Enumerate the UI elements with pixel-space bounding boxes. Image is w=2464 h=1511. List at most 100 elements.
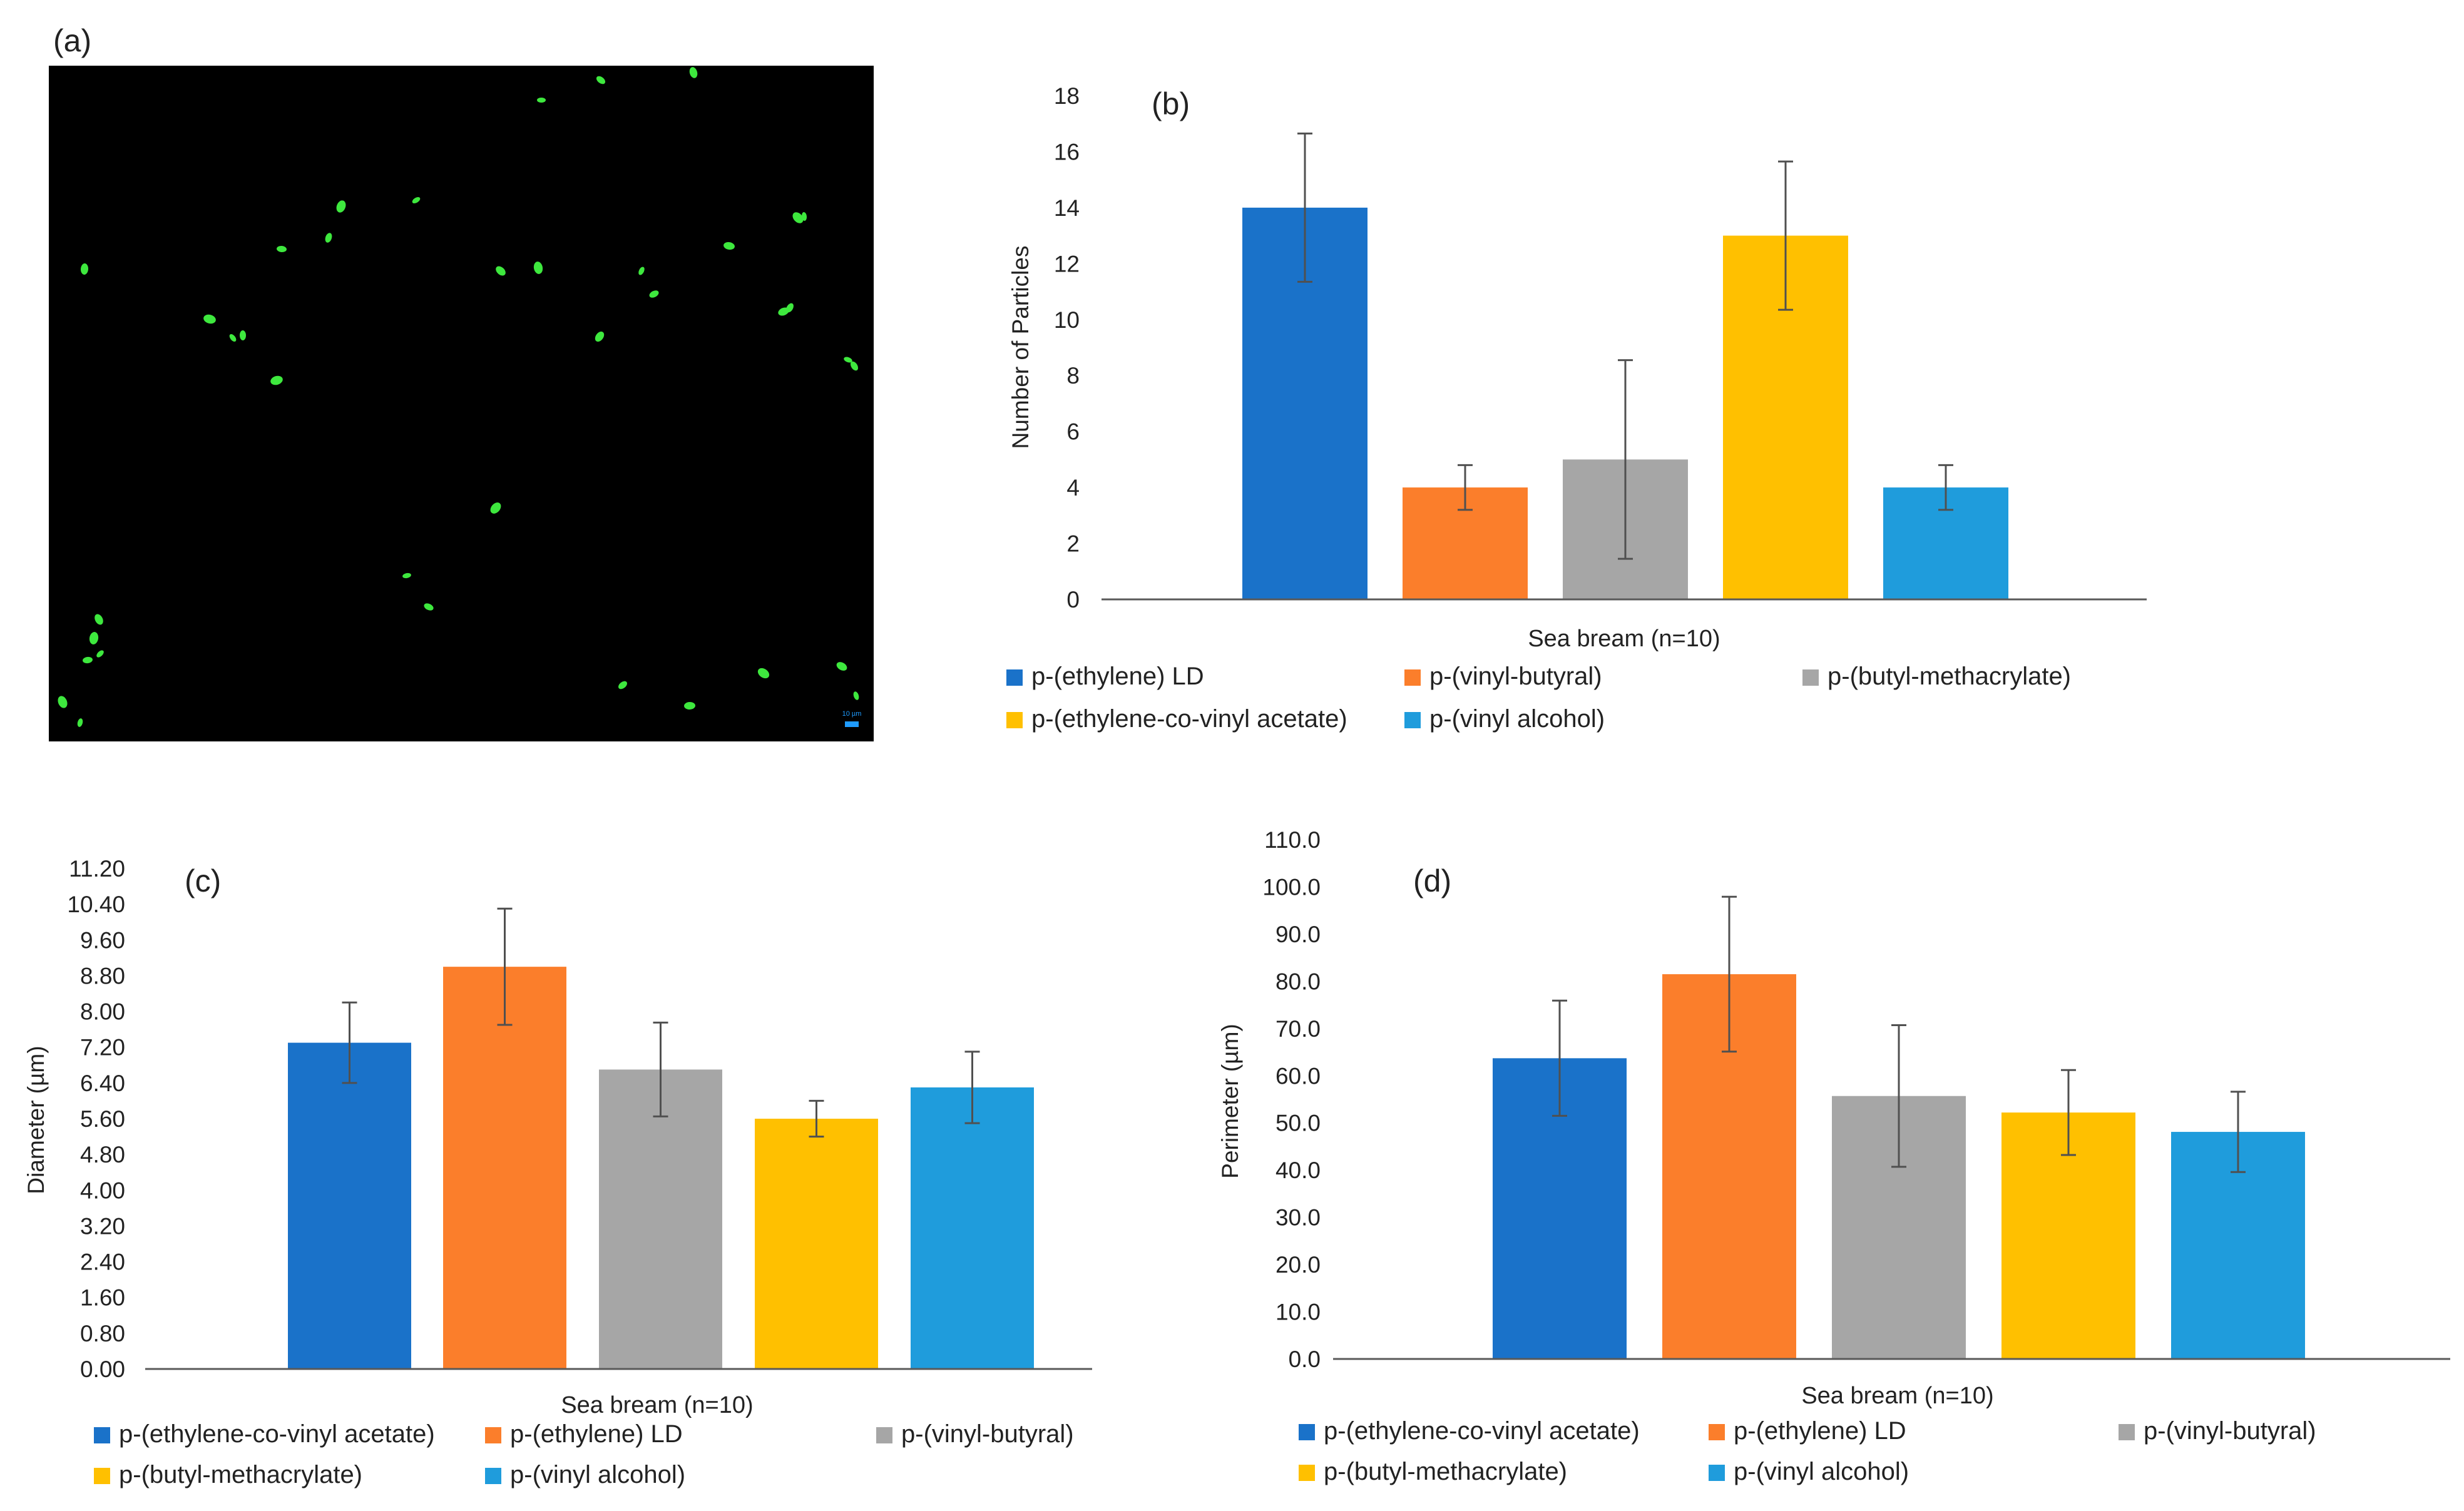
- chart-b-y-tick-label: 8: [1066, 363, 1080, 389]
- chart-d-y-tick-label: 30.0: [1275, 1205, 1321, 1231]
- chart-c-legend-item: p-(ethylene-co-vinyl acetate): [94, 1420, 435, 1448]
- chart-c-error-bar: [809, 1099, 824, 1138]
- legend-swatch: [2119, 1424, 2135, 1440]
- chart-b-panel-label: (b): [1152, 86, 1190, 121]
- fluorescent-particle: [80, 263, 89, 275]
- legend-label: p-(ethylene) LD: [1734, 1417, 1906, 1445]
- legend-label: p-(vinyl-butyral): [2144, 1417, 2316, 1445]
- fluorescent-particle: [792, 212, 804, 223]
- chart-c-y-tick-label: 7.20: [80, 1035, 125, 1061]
- chart-c-bar: [755, 1119, 878, 1369]
- fluorescent-particle: [203, 314, 216, 324]
- chart-c-y-tick-label: 8.00: [80, 999, 125, 1025]
- legend-label: p-(butyl-methacrylate): [1828, 663, 2071, 690]
- chart-d-bars: [1493, 895, 2305, 1359]
- fluorescent-particle: [77, 718, 83, 727]
- legend-swatch: [1802, 669, 1819, 686]
- chart-c-y-tick-label: 4.80: [80, 1142, 125, 1168]
- legend-label: p-(vinyl alcohol): [1734, 1458, 1909, 1485]
- legend-swatch: [94, 1468, 110, 1484]
- chart-d-y-tick-label: 0.0: [1289, 1346, 1321, 1372]
- chart-c-bar: [443, 967, 566, 1369]
- fluorescent-particle: [757, 668, 770, 679]
- fluorescent-particle: [229, 333, 237, 342]
- legend-swatch: [1709, 1465, 1725, 1481]
- fluorescent-particle: [533, 262, 543, 274]
- legend-swatch: [1404, 669, 1421, 686]
- legend-label: p-(butyl-methacrylate): [119, 1461, 362, 1488]
- legend-label: p-(ethylene) LD: [1031, 663, 1204, 690]
- chart-d-legend: p-(ethylene-co-vinyl acetate) p-(ethylene…: [1299, 1417, 2316, 1485]
- chart-d-y-tick-label: 50.0: [1275, 1111, 1321, 1136]
- chart-b-error-bar: [1938, 464, 1953, 511]
- fluorescent-particle: [723, 242, 735, 250]
- chart-c-y-tick-label: 2.40: [80, 1249, 125, 1275]
- legend-label: p-(vinyl-butyral): [901, 1420, 1074, 1448]
- chart-d-legend-item: p-(butyl-methacrylate): [1299, 1458, 1567, 1485]
- chart-c-y-tick-label: 11.20: [69, 856, 125, 882]
- legend-label: p-(vinyl alcohol): [1429, 705, 1605, 733]
- legend-label: p-(ethylene-co-vinyl acetate): [119, 1420, 435, 1448]
- chart-b-legend-item: p-(ethylene-co-vinyl acetate): [1006, 705, 1347, 733]
- legend-swatch: [1299, 1465, 1315, 1481]
- fluorescent-particle: [638, 267, 645, 275]
- chart-d-y-tick-label: 40.0: [1275, 1157, 1321, 1183]
- chart-b-error-bar: [1778, 160, 1793, 311]
- chart-b-x-axis-title: Sea bream (n=10): [1528, 626, 1720, 652]
- scale-bar-label: 10 µm: [842, 710, 862, 718]
- fluorescent-particle: [649, 290, 659, 298]
- chart-d-x-axis-title: Sea bream (n=10): [1801, 1383, 1993, 1409]
- chart-c-bars: [288, 907, 1034, 1369]
- chart-b-legend: p-(ethylene) LD p-(vinyl-butyral) p-(butyl…: [1006, 663, 2071, 733]
- legend-swatch: [1404, 712, 1421, 728]
- chart-b-bars: [1242, 132, 2008, 600]
- chart-b-y-tick-label: 14: [1054, 195, 1080, 221]
- legend-swatch: [876, 1427, 892, 1443]
- chart-d: (d) 0.0 10.0 20.0 30.0 40.0 50.0 60.0 70.0 80.0 9…: [1217, 827, 2450, 1485]
- chart-d-y-axis-title: Perimeter (µm): [1217, 1024, 1243, 1178]
- fluorescent-particle: [83, 656, 93, 664]
- chart-c-error-bar: [342, 1001, 357, 1084]
- legend-swatch: [1709, 1424, 1725, 1440]
- chart-b-legend-item: p-(vinyl alcohol): [1404, 705, 1605, 733]
- fluorescent-particle: [844, 357, 852, 363]
- chart-d-y-tick-label: 10.0: [1275, 1300, 1321, 1325]
- chart-c-legend-item: p-(vinyl alcohol): [485, 1461, 685, 1488]
- legend-swatch: [485, 1468, 501, 1484]
- fluorescent-particle: [778, 307, 789, 316]
- fluorescent-particle: [596, 76, 606, 84]
- fluorescent-particle: [89, 632, 99, 644]
- fluorescent-particle: [424, 603, 434, 611]
- chart-c-bar: [911, 1087, 1034, 1369]
- fluorescent-particle: [277, 245, 287, 253]
- fluorescent-particle: [95, 614, 103, 625]
- chart-b-y-tick-label: 10: [1054, 307, 1080, 333]
- chart-d-legend-item: p-(vinyl-butyral): [2119, 1417, 2316, 1445]
- chart-c-y-tick-label: 0.00: [80, 1356, 125, 1382]
- chart-c-y-tick-label: 1.60: [80, 1285, 125, 1311]
- chart-c-legend-item: p-(ethylene) LD: [485, 1420, 683, 1448]
- chart-d-error-bar: [1552, 999, 1567, 1117]
- fluorescent-particle: [853, 691, 859, 700]
- chart-d-legend-item: p-(ethylene) LD: [1709, 1417, 1906, 1445]
- fluorescent-particle: [270, 375, 283, 385]
- microscopy-image: [49, 66, 874, 741]
- chart-c-legend-item: p-(butyl-methacrylate): [94, 1461, 362, 1488]
- fluorescent-particle: [336, 200, 346, 213]
- legend-swatch: [1299, 1424, 1315, 1440]
- chart-d-y-axis: 0.0 10.0 20.0 30.0 40.0 50.0 60.0 70.0 80.0 90.0 1…: [1262, 827, 1321, 1372]
- chart-c-y-tick-label: 0.80: [80, 1321, 125, 1346]
- chart-b-y-axis-title: Number of Particles: [1008, 246, 1033, 449]
- fluorescent-particle: [490, 502, 501, 514]
- legend-label: p-(ethylene-co-vinyl acetate): [1031, 705, 1347, 733]
- chart-b-error-bar: [1458, 464, 1473, 511]
- chart-c-y-tick-label: 6.40: [80, 1071, 125, 1096]
- fluorescent-particle: [325, 233, 332, 243]
- chart-c-x-axis-title: Sea bream (n=10): [561, 1392, 753, 1418]
- legend-swatch: [1006, 712, 1023, 728]
- panel-a: (a) 10 µm: [49, 23, 874, 741]
- chart-c-legend: p-(ethylene-co-vinyl acetate) p-(ethylene…: [94, 1420, 1074, 1488]
- chart-b-y-tick-label: 16: [1054, 139, 1080, 165]
- fluorescent-particle: [595, 331, 605, 342]
